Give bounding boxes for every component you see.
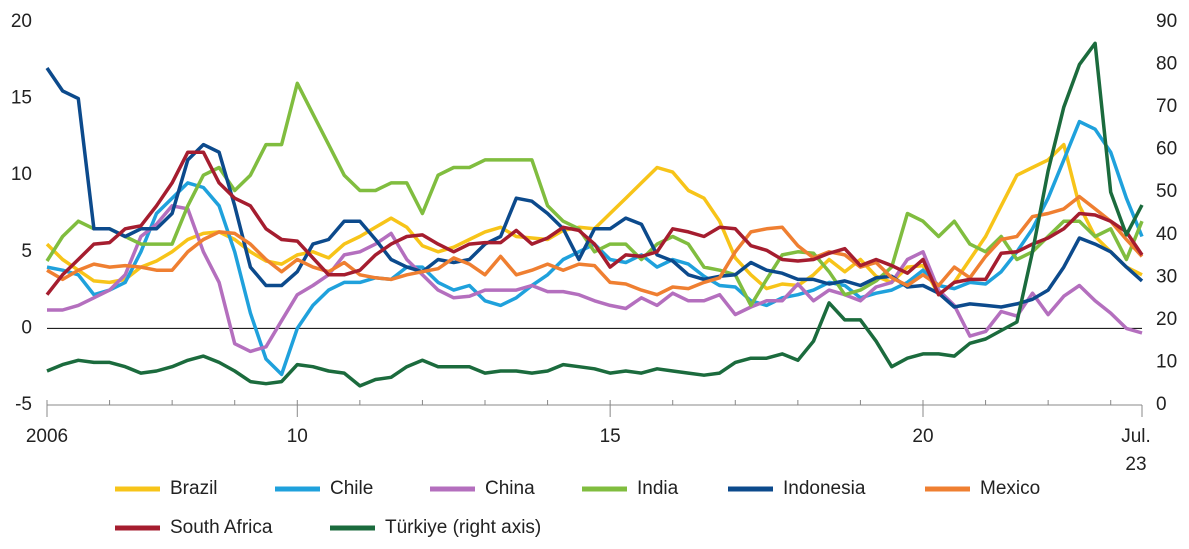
series-line bbox=[46, 194, 1144, 297]
legend-label: Türkiye (right axis) bbox=[385, 517, 541, 538]
y2-tick-label: 50 bbox=[1156, 181, 1177, 202]
x-tick-label: 10 bbox=[287, 426, 308, 447]
legend-label: Brazil bbox=[170, 478, 218, 499]
x-tick-label: 2006 bbox=[26, 426, 68, 447]
x-tick-label: 15 bbox=[600, 426, 621, 447]
series-line bbox=[46, 41, 1144, 388]
y2-tick-label: 40 bbox=[1156, 224, 1177, 245]
legend-label: China bbox=[485, 478, 535, 499]
y2-tick-label: 70 bbox=[1156, 96, 1177, 117]
y-tick-label: -5 bbox=[15, 394, 32, 415]
y2-tick-label: 20 bbox=[1156, 309, 1177, 330]
series-line bbox=[45, 150, 1144, 297]
y2-tick-label: 30 bbox=[1156, 266, 1177, 287]
y-tick-label: 15 bbox=[11, 88, 32, 109]
y2-tick-label: 0 bbox=[1156, 394, 1167, 415]
legend-label: Mexico bbox=[980, 478, 1040, 499]
y2-tick-label: 60 bbox=[1156, 139, 1177, 160]
y-tick-label: 10 bbox=[11, 164, 32, 185]
x-tick-label: 20 bbox=[912, 426, 933, 447]
legend-label: Indonesia bbox=[783, 478, 866, 499]
y2-tick-label: 90 bbox=[1156, 11, 1177, 32]
legend-label: India bbox=[637, 478, 679, 499]
y-tick-label: 5 bbox=[21, 241, 32, 262]
y-tick-label: 0 bbox=[21, 317, 32, 338]
y2-tick-label: 80 bbox=[1156, 54, 1177, 75]
series-line bbox=[45, 67, 1144, 309]
legend-label: South Africa bbox=[170, 517, 273, 538]
y2-tick-label: 10 bbox=[1156, 351, 1177, 372]
series-line bbox=[47, 204, 1143, 354]
x-tick-label: Jul. 23 bbox=[1121, 426, 1151, 475]
y-tick-label: 20 bbox=[11, 11, 32, 32]
legend-label: Chile bbox=[330, 478, 373, 499]
